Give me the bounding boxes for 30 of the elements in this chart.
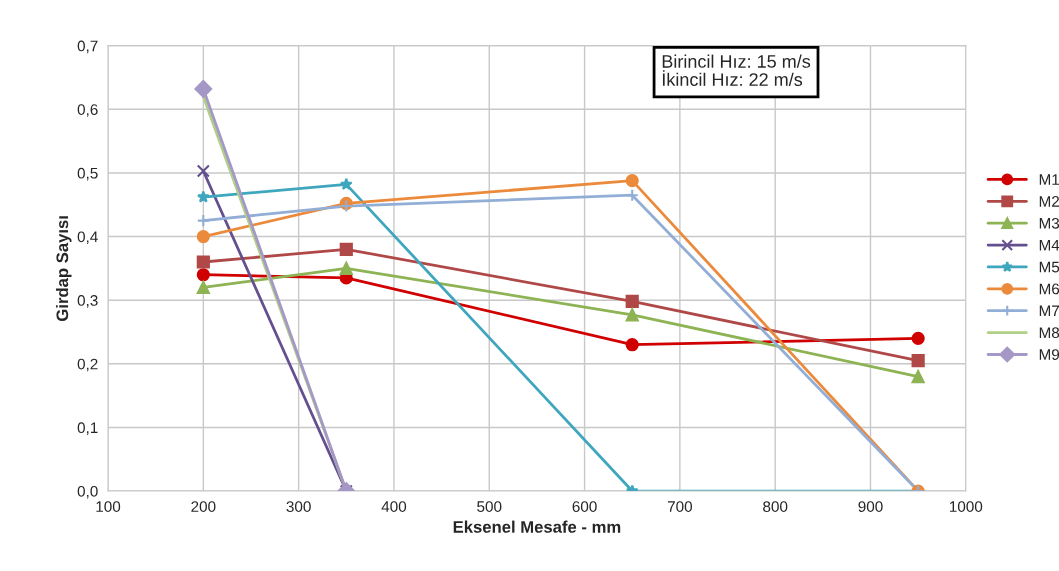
x-tick-label: 1000 [949, 501, 983, 512]
legend-label: M9 [1039, 349, 1059, 360]
x-tick-label: 100 [96, 501, 121, 512]
x-tick-label: 300 [286, 501, 311, 512]
y-axis-title: Girdap Sayısı [55, 216, 72, 321]
legend-label: M2 [1039, 196, 1059, 207]
legend-label: M5 [1039, 261, 1059, 273]
annotation: Birincil Hız: 15 m/s İkincil Hız: 22 m/s [662, 54, 811, 86]
x-tick-label: 500 [477, 501, 502, 512]
x-tick-label: 700 [667, 501, 693, 512]
x-tick-label: 400 [381, 501, 407, 512]
y-tick-label: 0,1 [77, 422, 98, 435]
legend-label: M7 [1039, 305, 1059, 317]
legend-label: M4 [1039, 239, 1059, 251]
x-tick-label: 900 [858, 501, 883, 512]
legend-label: M8 [1039, 327, 1059, 339]
legend-label: M1 [1039, 174, 1059, 185]
x-tick-label: 200 [191, 501, 216, 512]
y-tick-label: 0,5 [77, 167, 98, 181]
y-tick-label: 0,0 [77, 485, 98, 499]
x-tick-label: 600 [572, 501, 597, 512]
y-tick-label: 0,7 [77, 40, 98, 54]
y-tick-label: 0,6 [77, 104, 98, 117]
y-tick-label: 0,4 [77, 231, 98, 245]
legend-label: M6 [1039, 283, 1059, 295]
x-axis-title: Eksenel Mesafe - mm [453, 520, 621, 533]
y-tick-label: 0,2 [77, 358, 98, 372]
y-tick-label: 0,3 [77, 295, 98, 308]
legend-label: M3 [1039, 217, 1059, 229]
x-tick-label: 800 [763, 501, 788, 512]
